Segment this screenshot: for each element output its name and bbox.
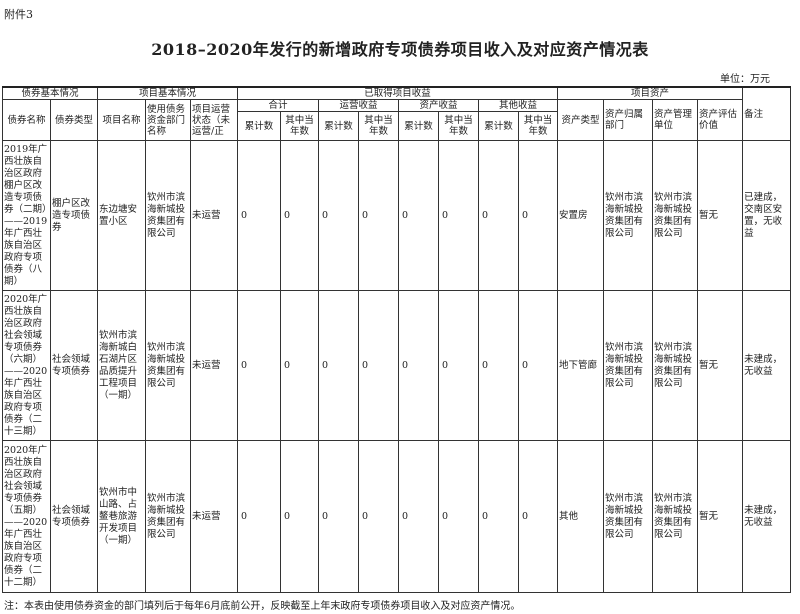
bond-type-cell: 社会领域专项债券 xyxy=(49,290,99,441)
header-project-group: 项目基本情况 xyxy=(97,86,239,100)
income-value-cell: 0 xyxy=(237,140,282,291)
income-value-cell: 0 xyxy=(478,440,520,593)
header-asset-value: 资产评估价值 xyxy=(697,99,744,141)
unit-label: 单位：万元 xyxy=(720,74,770,85)
header-assets-group: 项目资产 xyxy=(557,86,744,100)
header-cumulative: 累计数 xyxy=(398,111,440,141)
bond-type-cell: 棚户区改造专项债券 xyxy=(49,140,99,291)
bond-type-cell: 社会领域专项债券 xyxy=(49,440,99,593)
header-asset-manager: 资产管理单位 xyxy=(652,99,699,141)
asset-manager-cell: 钦州市滨海新城投资集团有限公司 xyxy=(652,440,699,593)
header-current-year: 其中当年数 xyxy=(280,111,320,141)
project-name-cell: 钦州市滨海新城白石湖片区品质提升工程项目（一期） xyxy=(97,290,147,441)
bond-table: 债券基本情况 项目基本情况 已取得项目收益 项目资产 备注 债券名称 债券类型 … xyxy=(1,86,792,593)
income-value-cell: 0 xyxy=(478,140,520,291)
income-value-cell: 0 xyxy=(358,140,400,291)
remarks-cell: 未建成，无收益 xyxy=(742,290,792,441)
page-title: 2018–2020年发行的新增政府专项债券项目收入及对应资产情况表 xyxy=(151,40,649,59)
header-dept: 使用债务资金部门名称 xyxy=(145,99,192,141)
income-value-cell: 0 xyxy=(478,290,520,441)
header-cumulative: 累计数 xyxy=(237,111,282,141)
project-name-cell: 钦州市中山路、占鳌巷旅游开发项目（一期） xyxy=(97,440,147,593)
bond-name-cell: 2020年广西壮族自治区政府社会领域专项债券（五期）——2020年广西壮族自治区… xyxy=(2,440,51,593)
status-cell: 未运营 xyxy=(190,140,239,291)
dept-cell: 钦州市滨海新城投资集团有限公司 xyxy=(145,140,192,291)
remarks-cell: 已建成，交南区安置，无收益 xyxy=(742,140,792,291)
income-value-cell: 0 xyxy=(518,290,559,441)
header-asset-type: 资产类型 xyxy=(557,99,605,141)
asset-owner-cell: 钦州市滨海新城投资集团有限公司 xyxy=(603,140,654,291)
header-bond-group: 债券基本情况 xyxy=(1,86,99,100)
income-value-cell: 0 xyxy=(518,440,559,593)
asset-value-cell: 暂无 xyxy=(697,140,744,291)
status-cell: 未运营 xyxy=(190,290,239,441)
income-value-cell: 0 xyxy=(358,440,400,593)
asset-type-cell: 安置房 xyxy=(557,140,605,291)
dept-cell: 钦州市滨海新城投资集团有限公司 xyxy=(145,440,192,593)
header-income-group: 已取得项目收益 xyxy=(237,86,559,100)
income-value-cell: 0 xyxy=(280,290,320,441)
income-value-cell: 0 xyxy=(398,440,440,593)
income-value-cell: 0 xyxy=(518,140,559,291)
income-value-cell: 0 xyxy=(237,290,282,441)
income-value-cell: 0 xyxy=(398,140,440,291)
bond-name-cell: 2019年广西壮族自治区政府棚户区改造专项债券（二期）——2019年广西壮族自治… xyxy=(2,140,51,291)
header-other: 其他收益 xyxy=(478,99,559,112)
attachment-label: 附件3 xyxy=(4,8,33,21)
income-value-cell: 0 xyxy=(318,290,360,441)
asset-value-cell: 暂无 xyxy=(697,440,744,593)
income-value-cell: 0 xyxy=(318,140,360,291)
income-value-cell: 0 xyxy=(438,140,480,291)
income-value-cell: 0 xyxy=(438,290,480,441)
status-cell: 未运营 xyxy=(190,440,239,593)
header-current-year: 其中当年数 xyxy=(358,111,400,141)
asset-type-cell: 地下管廊 xyxy=(557,290,605,441)
income-value-cell: 0 xyxy=(280,140,320,291)
table-row: 2020年广西壮族自治区政府社会领域专项债券（五期）——2020年广西壮族自治区… xyxy=(2,440,792,593)
income-value-cell: 0 xyxy=(398,290,440,441)
project-name-cell: 东边塘安置小区 xyxy=(97,140,147,291)
footnote: 注：本表由使用债券资金的部门填列后于每年6月底前公开，反映截至上年末政府专项债券… xyxy=(4,601,521,612)
header-total: 合计 xyxy=(237,99,320,112)
header-bond-type: 债券类型 xyxy=(49,99,99,141)
header-project-name: 项目名称 xyxy=(97,99,147,141)
income-value-cell: 0 xyxy=(237,440,282,593)
asset-owner-cell: 钦州市滨海新城投资集团有限公司 xyxy=(603,290,654,441)
header-remarks: 备注 xyxy=(742,86,792,141)
header-current-year: 其中当年数 xyxy=(518,111,559,141)
table-row: 2019年广西壮族自治区政府棚户区改造专项债券（二期）——2019年广西壮族自治… xyxy=(2,140,792,291)
header-asset-owner: 资产归属部门 xyxy=(603,99,654,141)
asset-manager-cell: 钦州市滨海新城投资集团有限公司 xyxy=(652,140,699,291)
asset-owner-cell: 钦州市滨海新城投资集团有限公司 xyxy=(603,440,654,593)
header-operating: 运营收益 xyxy=(318,99,400,112)
asset-manager-cell: 钦州市滨海新城投资集团有限公司 xyxy=(652,290,699,441)
dept-cell: 钦州市滨海新城投资集团有限公司 xyxy=(145,290,192,441)
header-cumulative: 累计数 xyxy=(318,111,360,141)
bond-name-cell: 2020年广西壮族自治区政府社会领域专项债券（六期）——2020年广西壮族自治区… xyxy=(2,290,51,441)
income-value-cell: 0 xyxy=(438,440,480,593)
header-cumulative: 累计数 xyxy=(478,111,520,141)
income-value-cell: 0 xyxy=(358,290,400,441)
income-value-cell: 0 xyxy=(280,440,320,593)
header-status: 项目运营状态（未运营/正 xyxy=(190,99,239,141)
income-value-cell: 0 xyxy=(318,440,360,593)
header-asset-income: 资产收益 xyxy=(398,99,480,112)
asset-value-cell: 暂无 xyxy=(697,290,744,441)
remarks-cell: 未建成，无收益 xyxy=(742,440,792,593)
asset-type-cell: 其他 xyxy=(557,440,605,593)
header-current-year: 其中当年数 xyxy=(438,111,480,141)
table-row: 2020年广西壮族自治区政府社会领域专项债券（六期）——2020年广西壮族自治区… xyxy=(2,290,792,441)
header-bond-name: 债券名称 xyxy=(2,99,51,141)
